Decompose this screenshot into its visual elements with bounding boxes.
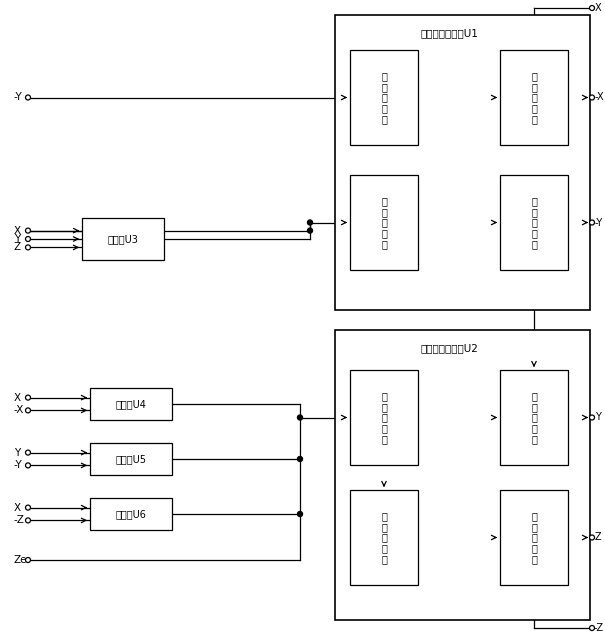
Bar	[90, 443, 172, 475]
Text: -Y: -Y	[595, 218, 603, 228]
Bar	[350, 370, 418, 465]
Text: X: X	[14, 226, 21, 235]
Circle shape	[25, 463, 30, 468]
Circle shape	[25, 237, 30, 242]
Text: Z: Z	[595, 532, 601, 543]
Text: Y: Y	[14, 448, 20, 457]
Circle shape	[307, 228, 313, 233]
Circle shape	[25, 228, 30, 233]
Text: -Y: -Y	[14, 92, 23, 102]
Text: X: X	[14, 392, 21, 403]
Circle shape	[589, 220, 595, 225]
Circle shape	[25, 95, 30, 100]
Text: 第
二
反
向
器: 第 二 反 向 器	[531, 391, 537, 444]
Text: 乘法器U4: 乘法器U4	[116, 399, 146, 409]
Circle shape	[298, 511, 302, 516]
Text: 第
一
积
分
器: 第 一 积 分 器	[381, 71, 387, 124]
Text: 乘法器U5: 乘法器U5	[116, 454, 146, 464]
Circle shape	[25, 450, 30, 455]
Circle shape	[589, 415, 595, 420]
Bar	[90, 388, 172, 420]
Text: -Z: -Z	[594, 623, 604, 633]
Text: -X: -X	[594, 92, 604, 102]
Bar	[335, 330, 590, 620]
Text: 集成运算放大器U2: 集成运算放大器U2	[421, 343, 479, 353]
Text: Ze: Ze	[14, 555, 27, 565]
Text: 第
二
加
法
器: 第 二 加 法 器	[381, 391, 387, 444]
Bar	[350, 175, 418, 270]
Bar	[335, 15, 590, 310]
Circle shape	[589, 95, 595, 100]
Circle shape	[307, 220, 313, 225]
Bar	[350, 490, 418, 585]
Bar	[500, 490, 568, 585]
Circle shape	[25, 505, 30, 510]
Circle shape	[298, 457, 302, 462]
Text: 第
一
反
向
器: 第 一 反 向 器	[531, 71, 537, 124]
Text: -X: -X	[14, 405, 24, 415]
Text: -Y: -Y	[14, 460, 23, 471]
Text: 集成运算放大器U1: 集成运算放大器U1	[421, 28, 479, 38]
Text: 乘法器U6: 乘法器U6	[116, 509, 146, 519]
Bar	[500, 50, 568, 145]
Text: Z: Z	[14, 242, 21, 252]
Circle shape	[298, 415, 302, 420]
Bar	[350, 50, 418, 145]
Text: X: X	[14, 502, 21, 513]
Text: Y: Y	[14, 234, 20, 244]
Text: 乘法器U3: 乘法器U3	[108, 234, 139, 244]
Circle shape	[25, 408, 30, 413]
Text: 第
二
积
分
器: 第 二 积 分 器	[531, 196, 537, 249]
Text: -Z: -Z	[14, 515, 25, 525]
Bar	[82, 218, 164, 260]
Text: 第
三
反
向
器: 第 三 反 向 器	[531, 511, 537, 564]
Bar	[90, 498, 172, 530]
Text: X: X	[595, 3, 601, 13]
Circle shape	[25, 558, 30, 562]
Text: 第
三
积
分
器: 第 三 积 分 器	[381, 511, 387, 564]
Text: Y: Y	[595, 413, 601, 422]
Circle shape	[589, 6, 595, 11]
Bar	[500, 175, 568, 270]
Circle shape	[589, 625, 595, 630]
Circle shape	[589, 535, 595, 540]
Circle shape	[25, 245, 30, 250]
Bar	[500, 370, 568, 465]
Text: 第
一
加
法
器: 第 一 加 法 器	[381, 196, 387, 249]
Circle shape	[25, 518, 30, 523]
Circle shape	[25, 395, 30, 400]
